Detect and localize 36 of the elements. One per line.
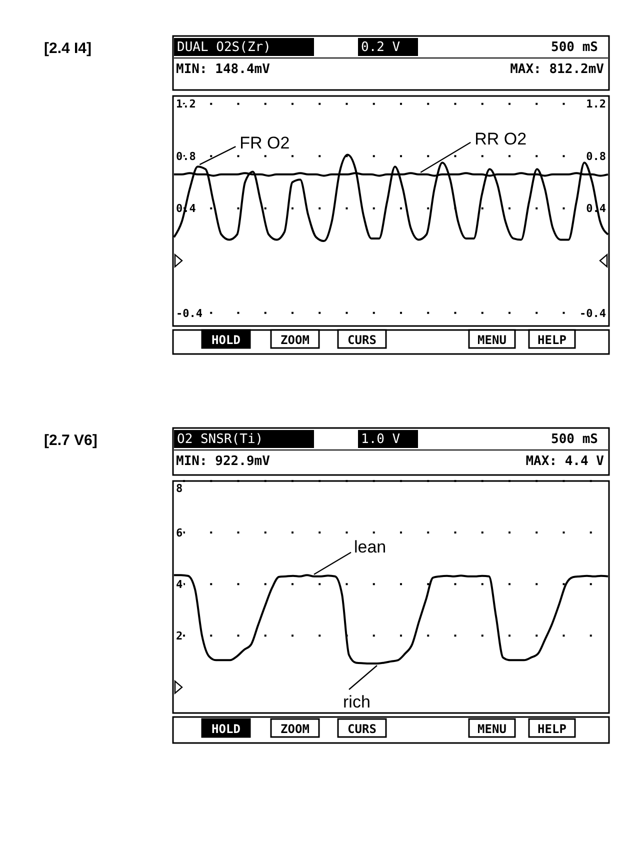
text: HELP	[538, 333, 566, 347]
text: 0.2 V	[361, 40, 400, 55]
text: MIN: 148.4mV	[176, 62, 270, 77]
text: HELP	[538, 722, 566, 736]
y-tick-label: 0.8	[176, 150, 196, 163]
text: MAX: 812.2mV	[510, 62, 604, 77]
y2-tick-label: -0.4	[580, 306, 606, 320]
y2-tick-label: 1.2	[586, 98, 606, 111]
text: MENU	[478, 722, 506, 736]
text: MAX: 4.4 V	[526, 454, 604, 469]
y-tick-label: 1.2	[176, 98, 196, 111]
text: HOLD	[212, 333, 240, 347]
text: ZOOM	[280, 722, 310, 736]
text: ZOOM	[280, 333, 310, 347]
y-tick-label: 6	[176, 526, 183, 540]
annotation: lean	[354, 537, 386, 556]
chart-title: [2.7 V6]	[44, 432, 98, 449]
series-label: RR O2	[474, 129, 527, 148]
text: CURS	[348, 333, 376, 347]
y-tick-label: 2	[176, 630, 183, 643]
y-tick-label: 4	[176, 578, 183, 591]
chart-subtitle: DUAL O2S(Zr)	[177, 40, 271, 55]
annotation: rich	[343, 692, 370, 712]
text: MIN: 922.9mV	[176, 454, 270, 469]
chart-subtitle: O2 SNSR(Ti)	[177, 432, 264, 447]
series-label: FR O2	[240, 134, 290, 153]
y2-tick-label: 0.8	[586, 150, 606, 163]
y-tick-label: -0.4	[176, 306, 203, 320]
text: 1.0 V	[361, 432, 400, 447]
y-tick-label: 8	[176, 482, 183, 495]
text: MENU	[478, 333, 506, 347]
text: HOLD	[212, 722, 240, 736]
text: 500 mS	[551, 432, 598, 447]
text: CURS	[348, 722, 376, 736]
text: 500 mS	[551, 40, 598, 55]
chart-title: [2.4 I4]	[44, 40, 92, 57]
